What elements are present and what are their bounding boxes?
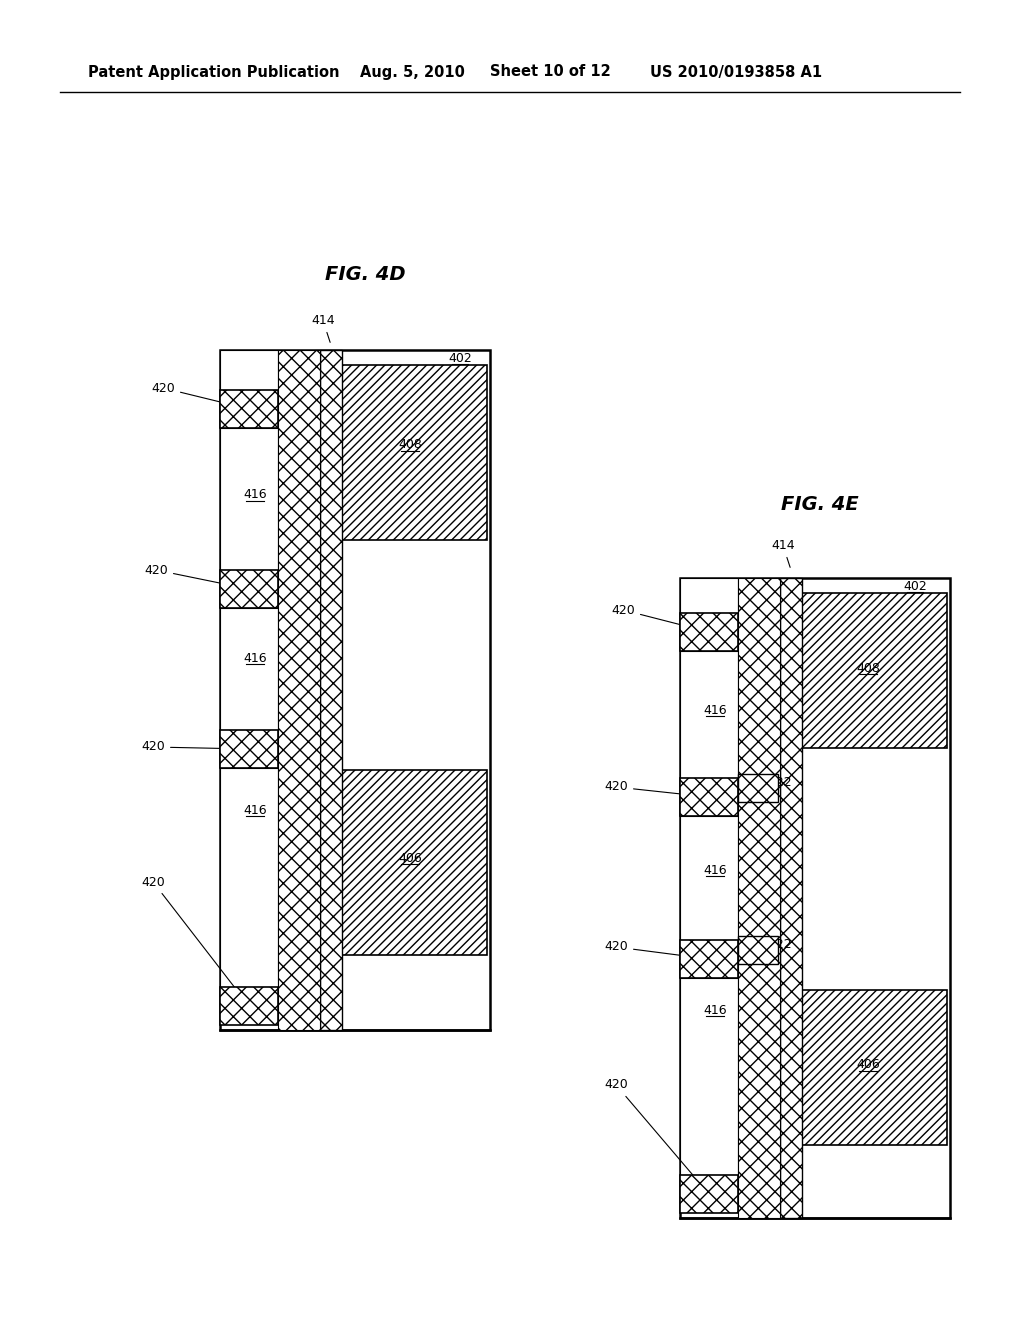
Bar bbox=[319, 350, 342, 1030]
Text: 422: 422 bbox=[761, 776, 792, 788]
Text: US 2010/0193858 A1: US 2010/0193858 A1 bbox=[650, 65, 822, 79]
Text: 420: 420 bbox=[604, 1078, 708, 1192]
Bar bbox=[680, 578, 950, 1218]
Text: 416: 416 bbox=[703, 1003, 727, 1016]
Bar bbox=[738, 774, 778, 803]
Text: 406: 406 bbox=[398, 851, 422, 865]
Text: 408: 408 bbox=[398, 438, 422, 451]
Bar bbox=[342, 770, 487, 954]
Bar bbox=[220, 570, 278, 609]
Text: 420: 420 bbox=[611, 603, 707, 631]
Bar bbox=[680, 612, 738, 651]
Text: 416: 416 bbox=[243, 488, 267, 502]
Bar bbox=[220, 389, 278, 428]
Text: 416: 416 bbox=[703, 863, 727, 876]
Bar bbox=[680, 816, 738, 940]
Bar bbox=[775, 578, 780, 1218]
Bar bbox=[315, 350, 319, 1030]
Bar bbox=[738, 936, 778, 964]
Text: 416: 416 bbox=[243, 804, 267, 817]
Bar bbox=[278, 350, 319, 1030]
Text: 420: 420 bbox=[604, 940, 707, 958]
Text: 420: 420 bbox=[141, 875, 248, 1003]
Text: Aug. 5, 2010: Aug. 5, 2010 bbox=[360, 65, 465, 79]
Text: 414: 414 bbox=[311, 314, 335, 342]
Text: 406: 406 bbox=[856, 1059, 880, 1072]
Text: 420: 420 bbox=[144, 564, 247, 589]
Text: 416: 416 bbox=[703, 704, 727, 717]
Bar bbox=[220, 350, 490, 1030]
Bar bbox=[680, 578, 738, 612]
Bar bbox=[802, 990, 947, 1144]
Bar bbox=[680, 978, 738, 1175]
Bar bbox=[738, 578, 780, 1218]
Bar bbox=[220, 609, 278, 730]
Text: FIG. 4D: FIG. 4D bbox=[325, 265, 406, 285]
Bar bbox=[780, 578, 802, 1218]
Text: 408: 408 bbox=[856, 661, 880, 675]
Bar bbox=[680, 651, 738, 777]
Bar bbox=[220, 730, 278, 768]
Bar bbox=[342, 366, 487, 540]
Text: 420: 420 bbox=[141, 741, 246, 754]
Text: 402: 402 bbox=[449, 351, 472, 364]
Bar bbox=[220, 428, 278, 570]
Bar bbox=[220, 350, 278, 389]
Text: 402: 402 bbox=[903, 579, 927, 593]
Bar bbox=[802, 593, 947, 748]
Bar bbox=[220, 987, 278, 1026]
Bar bbox=[680, 1175, 738, 1213]
Text: 414: 414 bbox=[771, 539, 795, 568]
Text: 416: 416 bbox=[243, 652, 267, 664]
Bar bbox=[220, 768, 278, 987]
Text: 422: 422 bbox=[761, 937, 792, 950]
Text: Patent Application Publication: Patent Application Publication bbox=[88, 65, 340, 79]
Text: FIG. 4E: FIG. 4E bbox=[781, 495, 859, 515]
Bar bbox=[680, 940, 738, 978]
Bar bbox=[680, 777, 738, 816]
Text: 420: 420 bbox=[152, 381, 247, 408]
Text: 420: 420 bbox=[604, 780, 707, 797]
Text: Sheet 10 of 12: Sheet 10 of 12 bbox=[490, 65, 610, 79]
